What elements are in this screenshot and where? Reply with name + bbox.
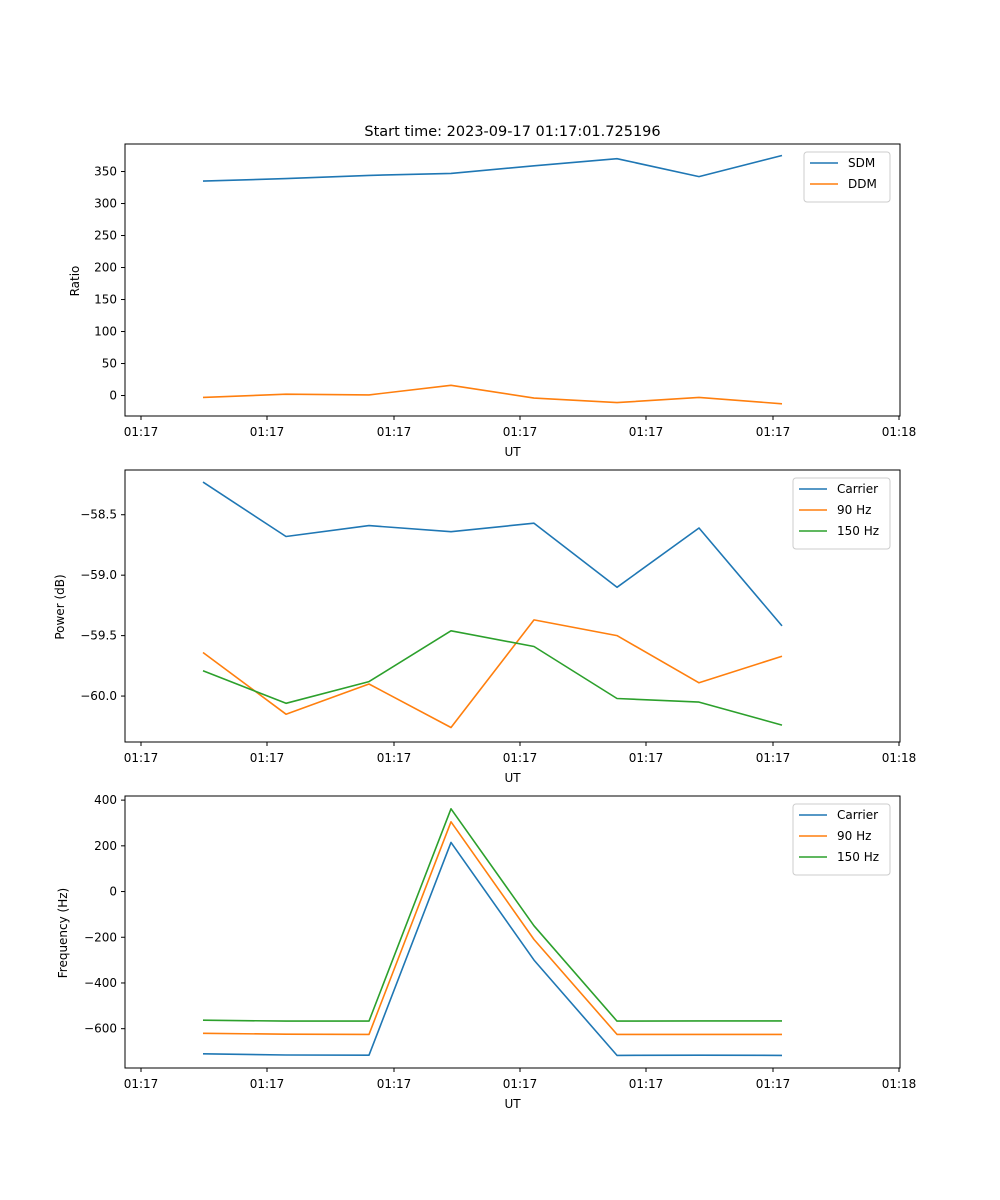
y-tick-label: −400 <box>84 976 117 990</box>
x-tick-label: 01:17 <box>124 751 159 765</box>
legend-label: SDM <box>848 156 875 170</box>
y-tick-label: 200 <box>94 839 117 853</box>
x-tick-label: 01:17 <box>124 425 159 439</box>
series-line-sdm <box>202 154 783 182</box>
ratio-plot-area: 01:17 01:17 01:17 01:17 01:17 01:17 01:18 0 50 10… <box>94 143 917 439</box>
chart-title: Start time: 2023-09-17 01:17:01.725196 <box>364 124 660 140</box>
legend-label: 150 Hz <box>837 524 879 538</box>
legend: SDM DDM <box>803 151 891 203</box>
x-tick-label: 01:17 <box>377 751 412 765</box>
axes-frame <box>124 143 901 417</box>
y-tick-label: −600 <box>84 1022 117 1036</box>
axes-frame <box>124 469 901 743</box>
legend-label: 90 Hz <box>837 503 871 517</box>
frequency-ylabel: Frequency (Hz) <box>56 888 70 979</box>
legend: Carrier 90 Hz 150 Hz <box>792 803 891 876</box>
y-tick-label: 150 <box>94 293 117 307</box>
series-line-150-hz <box>202 629 783 726</box>
legend-label: Carrier <box>837 482 878 496</box>
series-line-carrier <box>202 481 783 627</box>
x-tick-label: 01:17 <box>756 1077 791 1091</box>
legend: Carrier 90 Hz 150 Hz <box>792 477 891 550</box>
x-tick-label: 01:17 <box>756 751 791 765</box>
ratio-panel: Start time: 2023-09-17 01:17:01.725196 0… <box>68 124 916 459</box>
x-tick-label: 01:17 <box>629 425 664 439</box>
x-tick-label: 01:17 <box>629 751 664 765</box>
frequency-xlabel: UT <box>504 1097 521 1111</box>
x-tick-label: 01:18 <box>882 751 917 765</box>
y-tick-label: −60.0 <box>80 689 117 703</box>
series-line-ddm <box>202 384 783 405</box>
series-line-carrier <box>202 841 783 1057</box>
frequency-panel: 01:17 01:17 01:17 01:17 01:17 01:17 01:18 400 20… <box>56 793 916 1111</box>
series-line-90-hz <box>202 820 782 1036</box>
x-tick-label: 01:17 <box>124 1077 159 1091</box>
power-ylabel: Power (dB) <box>53 574 67 639</box>
x-tick-label: 01:17 <box>250 1077 285 1091</box>
x-tick-label: 01:17 <box>503 425 538 439</box>
axes-frame <box>124 795 901 1069</box>
x-tick-label: 01:17 <box>377 1077 412 1091</box>
y-tick-label: 0 <box>109 885 117 899</box>
legend-label: DDM <box>848 177 877 191</box>
x-tick-label: 01:17 <box>377 425 412 439</box>
y-tick-label: 250 <box>94 229 117 243</box>
x-tick-label: 01:18 <box>882 425 917 439</box>
y-tick-label: 350 <box>94 165 117 179</box>
ratio-xlabel: UT <box>504 445 521 459</box>
x-tick-label: 01:17 <box>250 425 285 439</box>
y-tick-label: −59.0 <box>80 568 117 582</box>
y-tick-label: 400 <box>94 793 117 807</box>
x-tick-label: 01:18 <box>882 1077 917 1091</box>
y-tick-label: 200 <box>94 261 117 275</box>
y-tick-label: −59.5 <box>80 629 117 643</box>
legend-box <box>803 151 891 203</box>
x-tick-label: 01:17 <box>629 1077 664 1091</box>
legend-label: Carrier <box>837 808 878 822</box>
power-panel: 01:17 01:17 01:17 01:17 01:17 01:17 01:18 −58.5… <box>53 469 917 785</box>
legend-label: 150 Hz <box>837 850 879 864</box>
y-tick-label: −200 <box>84 930 117 944</box>
y-tick-label: −58.5 <box>80 508 117 522</box>
frequency-plot-area: 01:17 01:17 01:17 01:17 01:17 01:17 01:18 400 20… <box>84 793 916 1091</box>
series-line-150-hz <box>202 807 782 1022</box>
ratio-ylabel: Ratio <box>68 266 82 297</box>
x-tick-label: 01:17 <box>503 751 538 765</box>
legend-label: 90 Hz <box>837 829 871 843</box>
y-tick-label: 0 <box>109 389 117 403</box>
y-tick-label: 300 <box>94 197 117 211</box>
series-line-90-hz <box>202 619 783 729</box>
y-tick-label: 100 <box>94 325 117 339</box>
power-plot-area: 01:17 01:17 01:17 01:17 01:17 01:17 01:18 −58.5… <box>80 469 917 765</box>
x-tick-label: 01:17 <box>250 751 285 765</box>
y-tick-label: 50 <box>102 357 117 371</box>
power-xlabel: UT <box>504 771 521 785</box>
x-tick-label: 01:17 <box>503 1077 538 1091</box>
x-tick-label: 01:17 <box>756 425 791 439</box>
